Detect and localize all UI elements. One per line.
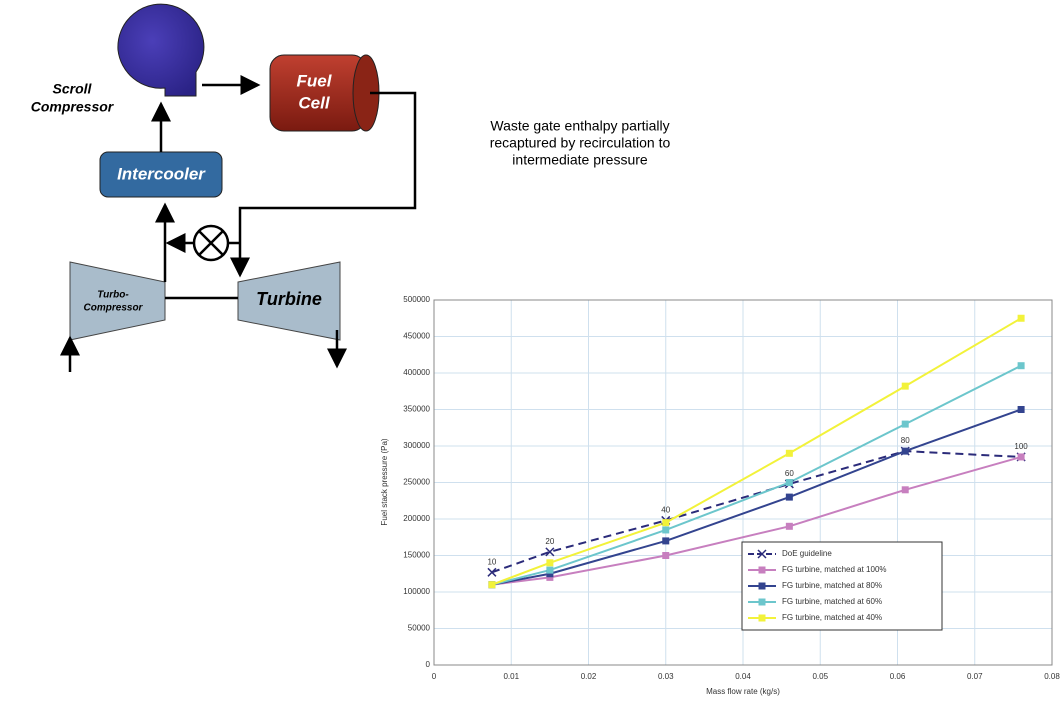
y-tick-label: 300000 <box>403 441 430 450</box>
diagram <box>70 4 415 372</box>
note: intermediate pressure <box>512 152 648 168</box>
x-tick-label: 0.05 <box>812 672 828 681</box>
data-point <box>662 526 669 533</box>
legend-label: DoE guideline <box>782 549 832 558</box>
x-tick-label: 0.01 <box>503 672 519 681</box>
legend-label: FG turbine, matched at 40% <box>782 613 882 622</box>
label: Turbo- <box>97 290 129 301</box>
point-label: 40 <box>661 506 670 515</box>
point-label: 100 <box>1014 442 1028 451</box>
data-point <box>902 421 909 428</box>
data-point <box>786 450 793 457</box>
note: Waste gate enthalpy partially <box>490 118 669 134</box>
data-point <box>902 383 909 390</box>
y-tick-label: 100000 <box>403 587 430 596</box>
page: {"diagram": { "scroll_compressor": ["Scr… <box>0 0 1062 702</box>
y-tick-label: 500000 <box>403 295 430 304</box>
legend-label: FG turbine, matched at 80% <box>782 581 882 590</box>
data-point <box>902 448 909 455</box>
data-point <box>786 523 793 530</box>
label: Turbine <box>256 289 322 309</box>
label: Cell <box>298 93 330 112</box>
data-point <box>488 581 495 588</box>
x-tick-label: 0.08 <box>1044 672 1060 681</box>
data-point <box>662 519 669 526</box>
label: Compressor <box>84 303 144 314</box>
label: Fuel <box>297 71 333 90</box>
x-tick-label: 0.02 <box>581 672 597 681</box>
y-tick-label: 400000 <box>403 368 430 377</box>
scroll-compressor-shape <box>118 4 204 96</box>
data-point <box>1018 406 1025 413</box>
y-tick-label: 200000 <box>403 514 430 523</box>
figure: Scroll Compressor Fuel Cell Intercooler … <box>0 0 1062 702</box>
x-tick-label: 0.07 <box>967 672 983 681</box>
data-point <box>1018 362 1025 369</box>
data-point <box>1018 453 1025 460</box>
y-axis-title: Fuel stack pressure (Pa) <box>380 438 389 525</box>
note: recaptured by recirculation to <box>490 135 671 151</box>
x-tick-label: 0 <box>432 672 437 681</box>
point-label: 80 <box>901 436 910 445</box>
x-tick-label: 0.03 <box>658 672 674 681</box>
legend-label: FG turbine, matched at 100% <box>782 565 887 574</box>
point-label: 20 <box>545 537 554 546</box>
data-point <box>786 479 793 486</box>
y-tick-label: 50000 <box>408 624 431 633</box>
body: Scroll Compressor Fuel Cell Intercooler … <box>0 0 1062 702</box>
legend-marker <box>759 599 766 606</box>
data-point <box>546 567 553 574</box>
legend-label: FG turbine, matched at 60% <box>782 597 882 606</box>
y-tick-label: 150000 <box>403 551 430 560</box>
y-tick-label: 250000 <box>403 478 430 487</box>
label: Intercooler <box>117 164 206 183</box>
x-tick-label: 0.04 <box>735 672 751 681</box>
legend-marker <box>759 615 766 622</box>
data-point <box>1018 315 1025 322</box>
x-tick-label: 0.06 <box>890 672 906 681</box>
point-label: 60 <box>785 469 794 478</box>
point-label: 10 <box>487 557 496 566</box>
label: Compressor <box>31 99 115 115</box>
x-axis-title: Mass flow rate (kg/s) <box>706 687 780 696</box>
y-tick-label: 0 <box>426 660 431 669</box>
data-point <box>902 486 909 493</box>
data-point <box>786 494 793 501</box>
label: Scroll <box>53 81 93 97</box>
y-tick-label: 450000 <box>403 332 430 341</box>
legend-marker <box>759 567 766 574</box>
data-point <box>662 537 669 544</box>
legend-marker <box>759 583 766 590</box>
data-point <box>546 559 553 566</box>
y-tick-label: 350000 <box>403 405 430 414</box>
data-point <box>662 552 669 559</box>
turbo-compressor-shape <box>70 262 165 340</box>
